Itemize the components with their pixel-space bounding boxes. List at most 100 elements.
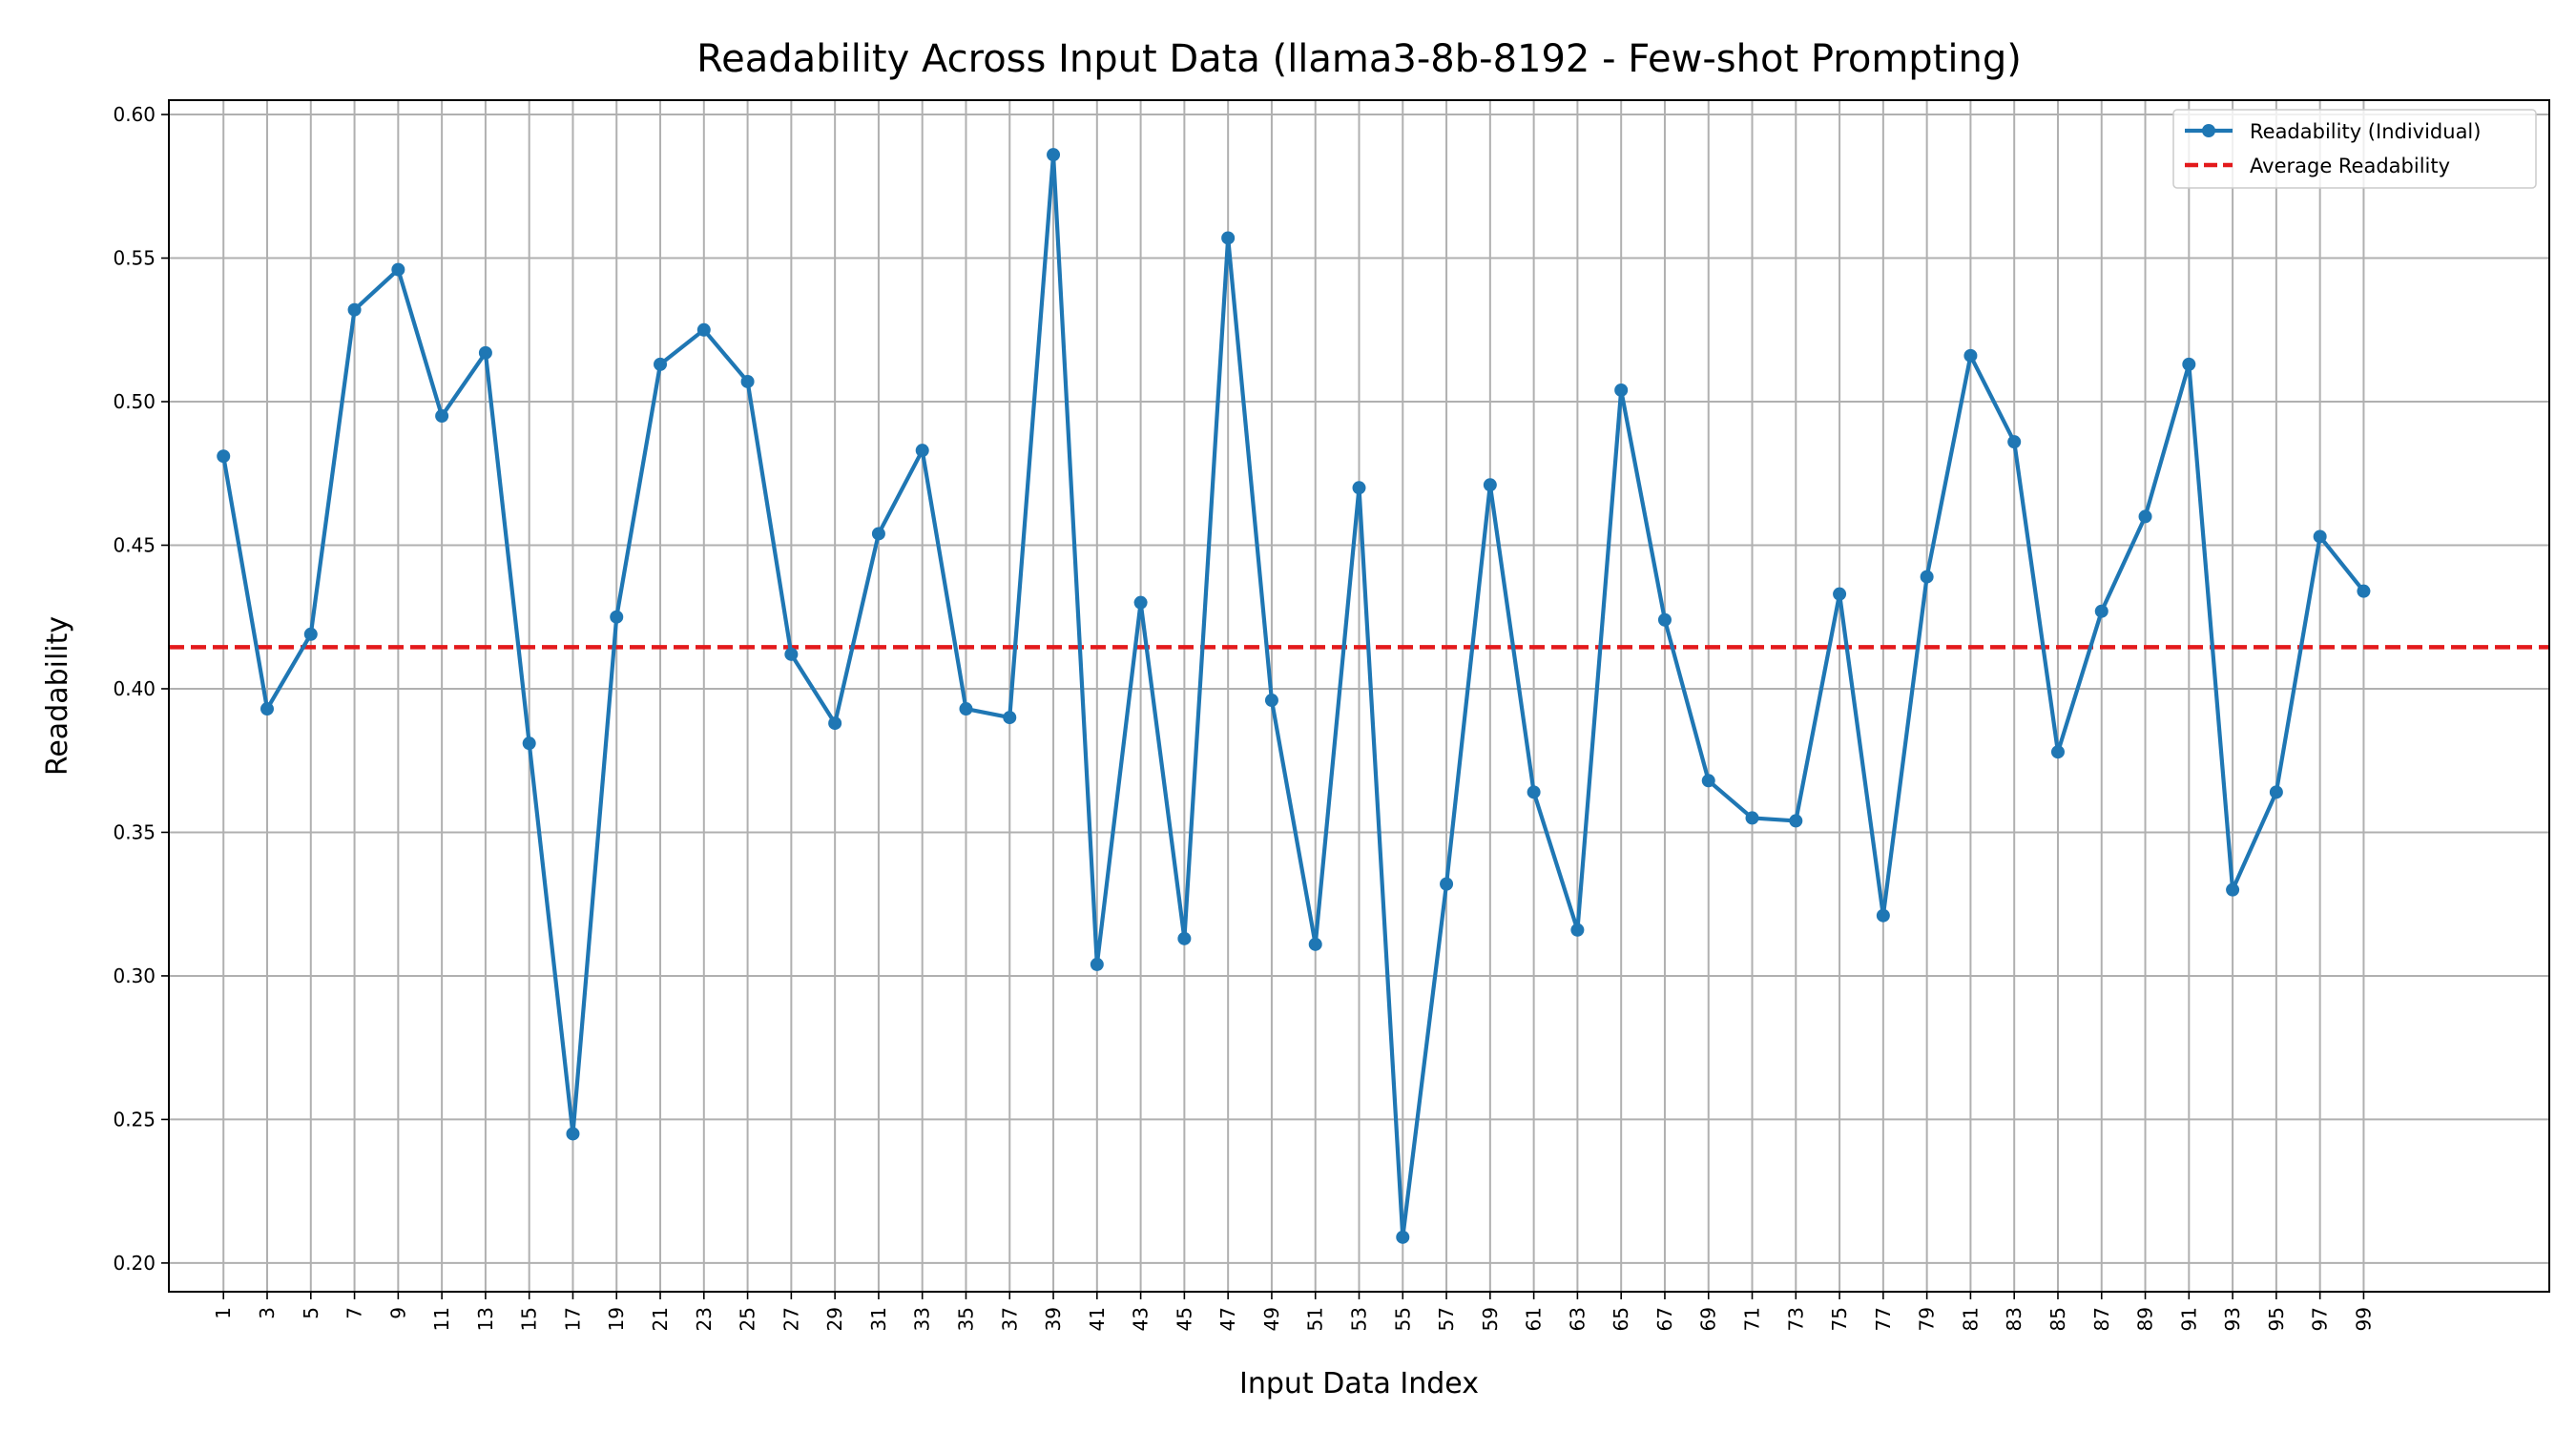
legend: Readability (Individual) Average Readabi…: [2172, 109, 2537, 189]
x-tick-label: 21: [649, 1307, 672, 1331]
x-tick-label: 79: [1916, 1307, 1939, 1331]
x-tick-label: 89: [2134, 1307, 2157, 1331]
readability-point: [2007, 435, 2022, 449]
readability-point: [1701, 774, 1715, 788]
x-tick-label: 69: [1697, 1307, 1720, 1331]
y-tick-label: 0.20: [113, 1252, 156, 1275]
x-tick-label: 11: [430, 1307, 453, 1331]
x-tick-label: 7: [343, 1307, 366, 1319]
x-tick-label: 53: [1348, 1307, 1371, 1331]
y-tick-label: 0.50: [113, 390, 156, 413]
readability-point: [1789, 814, 1803, 828]
readability-point: [391, 262, 405, 277]
x-tick-label: 73: [1784, 1307, 1807, 1331]
readability-point: [1745, 811, 1759, 825]
x-tick-label: 35: [954, 1307, 977, 1331]
x-tick-label: 97: [2309, 1307, 2332, 1331]
readability-point: [654, 357, 668, 371]
x-tick-label: 23: [693, 1307, 716, 1331]
x-tick-label: 85: [2046, 1307, 2069, 1331]
x-tick-label: 37: [998, 1307, 1021, 1331]
legend-box: [2172, 109, 2537, 189]
y-tick-label: 0.45: [113, 533, 156, 556]
y-tick-label: 0.55: [113, 247, 156, 270]
y-tick-label: 0.35: [113, 820, 156, 843]
x-tick-label: 19: [605, 1307, 628, 1331]
x-tick-label: 1: [212, 1307, 235, 1319]
readability-point: [740, 374, 755, 388]
x-tick-label: 45: [1173, 1307, 1195, 1331]
readability-point: [1876, 908, 1890, 923]
readability-point: [696, 322, 711, 337]
readability-point: [2269, 785, 2283, 799]
readability-point: [2357, 584, 2371, 598]
x-tick-label: 5: [300, 1307, 322, 1319]
y-tick-label: 0.25: [113, 1108, 156, 1130]
y-tick-label: 0.30: [113, 964, 156, 987]
readability-point: [1527, 785, 1541, 799]
x-tick-label: 33: [911, 1307, 934, 1331]
x-tick-label: 71: [1741, 1307, 1764, 1331]
legend-entry-average: Average Readability: [2250, 155, 2450, 177]
x-tick-label: 59: [1479, 1307, 1502, 1331]
legend-marker-individual: [2202, 124, 2215, 137]
readability-point: [1614, 383, 1629, 397]
readability-series-line: [221, 153, 2366, 1239]
x-tick-label: 91: [2177, 1307, 2200, 1331]
readability-point: [1090, 957, 1104, 971]
readability-point: [303, 627, 318, 641]
x-tick-label: 17: [561, 1307, 584, 1331]
x-tick-label: 95: [2265, 1307, 2288, 1331]
x-tick-label: 41: [1086, 1307, 1109, 1331]
readability-point: [1657, 612, 1672, 627]
readability-point: [2313, 529, 2327, 544]
x-tick-label: 55: [1391, 1307, 1414, 1331]
x-tick-label: 51: [1304, 1307, 1327, 1331]
x-tick-label: 87: [2090, 1307, 2113, 1331]
readability-point: [2138, 509, 2152, 524]
readability-point: [1963, 348, 1978, 363]
readability-point: [478, 345, 492, 360]
readability-point: [1920, 570, 1934, 584]
readability-point: [784, 647, 799, 661]
chart-title: Readability Across Input Data (llama3-8b…: [696, 37, 2022, 81]
readability-point: [347, 302, 362, 317]
x-tick-label: 93: [2221, 1307, 2244, 1331]
readability-point: [1570, 923, 1585, 937]
x-tick-label: 75: [1828, 1307, 1851, 1331]
y-tick-label: 0.60: [113, 103, 156, 126]
x-tick-label: 65: [1610, 1307, 1632, 1331]
x-tick-label: 15: [518, 1307, 541, 1331]
readability-point: [566, 1127, 580, 1141]
readability-point: [1440, 877, 1454, 891]
readability-point: [871, 527, 885, 541]
x-axis-label: Input Data Index: [1239, 1367, 1479, 1400]
readability-point: [435, 409, 449, 424]
x-tick-label: 31: [867, 1307, 890, 1331]
x-tick-label: 3: [256, 1307, 279, 1319]
x-axis-ticks: 1 3 5 7 9 11 13 15 17 19 21 23 25 27 29 31 33 35 37 39 41 43 4…: [212, 1292, 2375, 1331]
readability-point: [1221, 231, 1236, 245]
y-axis-label: Readability: [41, 616, 74, 776]
readability-point: [1177, 931, 1192, 945]
x-tick-label: 29: [823, 1307, 846, 1331]
x-tick-label: 83: [2003, 1307, 2025, 1331]
readability-point: [1003, 711, 1017, 725]
x-tick-label: 63: [1566, 1307, 1589, 1331]
grid-lines: [169, 100, 2549, 1292]
readability-point: [1308, 937, 1322, 951]
readability-point: [1833, 587, 1847, 601]
readability-point: [2226, 882, 2240, 897]
x-tick-label: 13: [474, 1307, 497, 1331]
readability-point: [915, 444, 929, 458]
x-tick-label: 47: [1216, 1307, 1239, 1331]
x-tick-label: 49: [1260, 1307, 1283, 1331]
readability-point: [959, 702, 973, 716]
y-tick-label: 0.40: [113, 677, 156, 700]
readability-point: [2094, 604, 2109, 618]
readability-point: [2182, 357, 2196, 371]
readability-point: [1047, 148, 1061, 162]
readability-point: [260, 702, 275, 716]
